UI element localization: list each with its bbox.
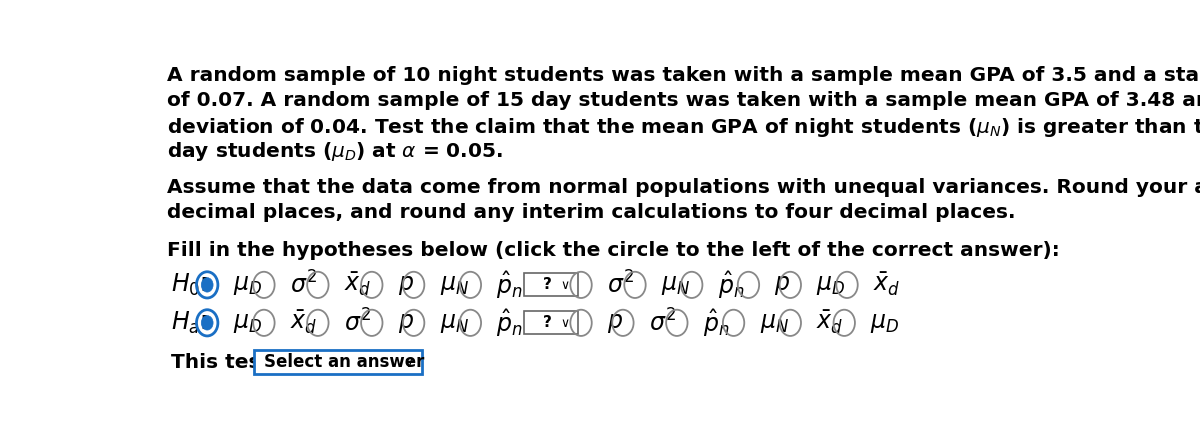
- FancyBboxPatch shape: [254, 350, 422, 374]
- Text: Select an answer: Select an answer: [264, 353, 425, 371]
- Text: $p$: $p$: [774, 273, 791, 297]
- Text: $\mu_D$: $\mu_D$: [870, 311, 900, 335]
- Text: decimal places, and round any interim calculations to four decimal places.: decimal places, and round any interim ca…: [167, 203, 1015, 222]
- Text: $\hat{p}_n$: $\hat{p}_n$: [497, 307, 523, 339]
- Text: $\bar{x}_d$: $\bar{x}_d$: [290, 309, 317, 336]
- Ellipse shape: [202, 316, 214, 330]
- Text: $\bar{x}_d$: $\bar{x}_d$: [874, 271, 900, 298]
- Text: $\sigma^2$: $\sigma^2$: [290, 271, 317, 298]
- Text: $H_0$:: $H_0$:: [172, 272, 209, 298]
- Text: $\sigma^2$: $\sigma^2$: [607, 271, 634, 298]
- Text: $\mu_D$: $\mu_D$: [233, 311, 263, 335]
- Text: $\mu_N$: $\mu_N$: [661, 273, 690, 297]
- Text: Fill in the hypotheses below (click the circle to the left of the correct answer: Fill in the hypotheses below (click the …: [167, 241, 1060, 260]
- Text: $p$: $p$: [398, 273, 414, 297]
- Text: $\sigma^2$: $\sigma^2$: [649, 309, 676, 336]
- Text: Assume that the data come from normal populations with unequal variances. Round : Assume that the data come from normal po…: [167, 178, 1200, 197]
- Text: $p$: $p$: [398, 311, 414, 335]
- Text: $\bar{x}_d$: $\bar{x}_d$: [816, 309, 844, 336]
- Text: $\hat{p}_n$: $\hat{p}_n$: [703, 307, 730, 339]
- Text: day students ($\mu_D$) at $\alpha$ = 0.05.: day students ($\mu_D$) at $\alpha$ = 0.0…: [167, 140, 503, 164]
- Text: $p$: $p$: [607, 311, 623, 335]
- Text: of 0.07. A random sample of 15 day students was taken with a sample mean GPA of : of 0.07. A random sample of 15 day stude…: [167, 90, 1200, 110]
- Text: $H_a$:: $H_a$:: [172, 310, 209, 336]
- Text: $\mu_D$: $\mu_D$: [233, 273, 263, 297]
- Text: ∨: ∨: [560, 317, 569, 330]
- Text: A random sample of 10 night students was taken with a sample mean GPA of 3.5 and: A random sample of 10 night students was…: [167, 66, 1200, 85]
- Text: $\mu_N$: $\mu_N$: [760, 311, 788, 335]
- Text: $\mu_N$: $\mu_N$: [439, 273, 469, 297]
- Text: deviation of 0.04. Test the claim that the mean GPA of night students ($\mu_N$) : deviation of 0.04. Test the claim that t…: [167, 116, 1200, 138]
- Text: $\mu_D$: $\mu_D$: [816, 273, 846, 297]
- Text: $\mu_N$: $\mu_N$: [439, 311, 469, 335]
- Text: This test is: This test is: [172, 353, 296, 372]
- Text: ?: ?: [542, 314, 552, 330]
- FancyBboxPatch shape: [524, 311, 578, 334]
- FancyBboxPatch shape: [524, 273, 578, 296]
- Ellipse shape: [202, 278, 214, 292]
- Text: $\hat{p}_n$: $\hat{p}_n$: [718, 269, 744, 301]
- Text: ∨: ∨: [560, 279, 569, 292]
- Text: ∨: ∨: [403, 356, 414, 370]
- Text: $\bar{x}_d$: $\bar{x}_d$: [344, 271, 371, 298]
- Text: ?: ?: [542, 277, 552, 292]
- Text: $\sigma^2$: $\sigma^2$: [344, 309, 371, 336]
- Text: $\hat{p}_n$: $\hat{p}_n$: [497, 269, 523, 301]
